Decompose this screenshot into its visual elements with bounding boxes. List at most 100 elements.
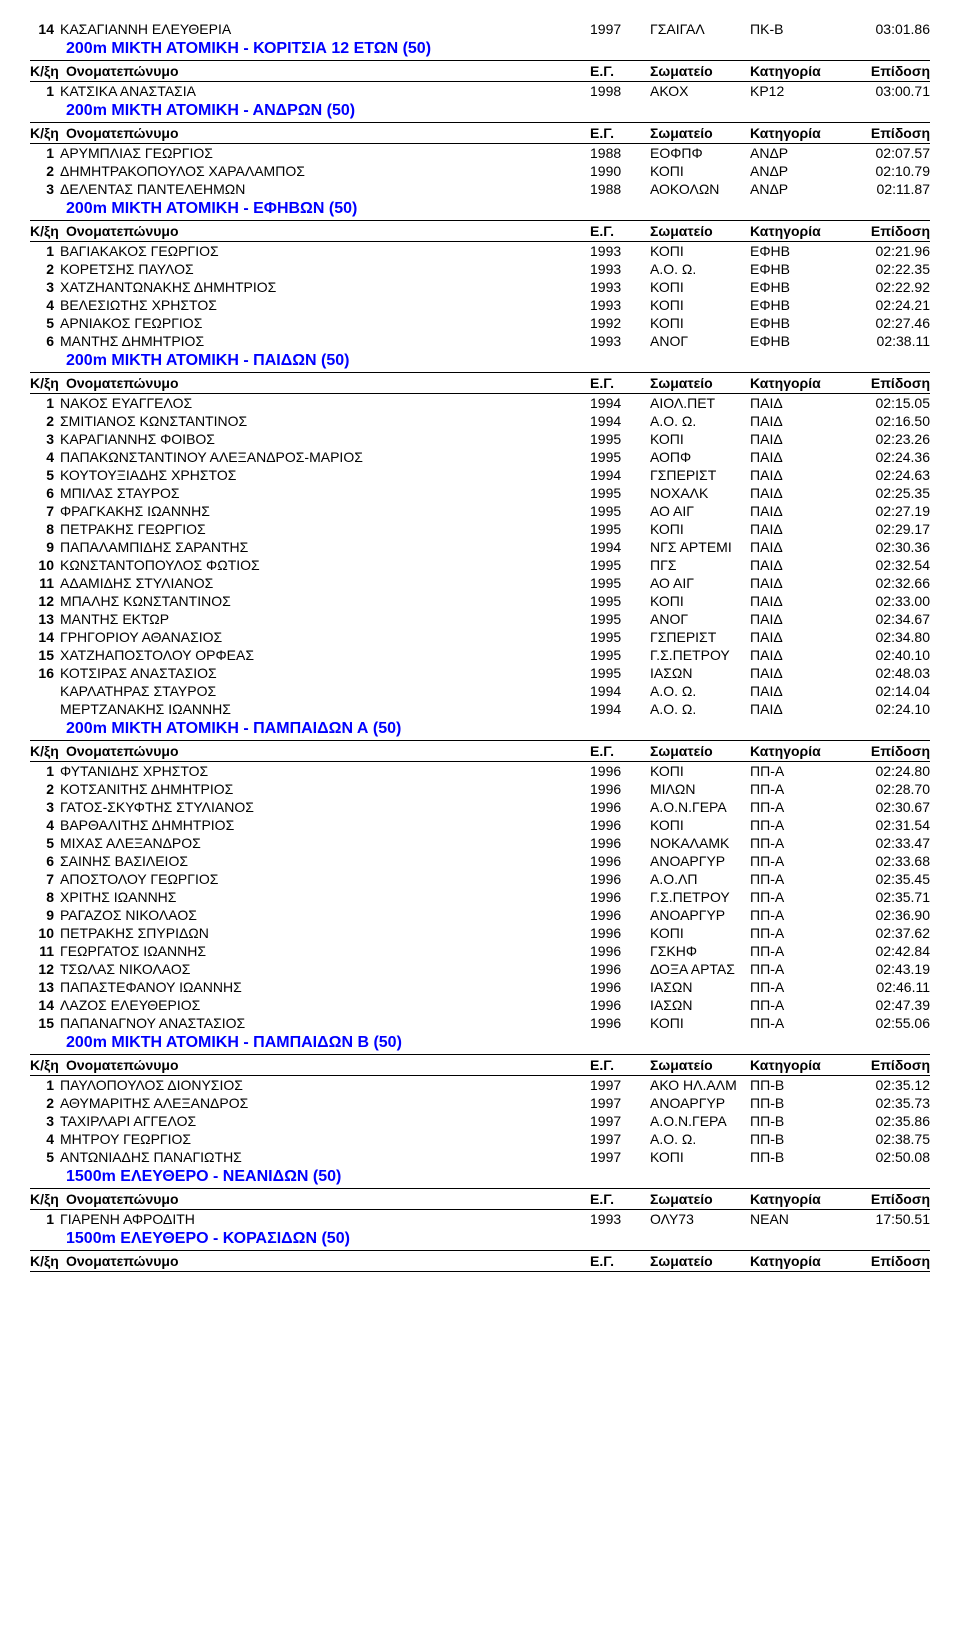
club-cell: ΝΟΚΑΛΑΜΚ (650, 835, 750, 851)
club-cell: ΚΟΠΙ (650, 817, 750, 833)
year-cell: 1994 (590, 467, 650, 483)
rank-cell: 4 (30, 297, 60, 313)
perf-cell: 02:23.26 (840, 431, 930, 447)
club-cell: ΑΝΟΓ (650, 333, 750, 349)
year-cell: 1993 (590, 261, 650, 277)
rank-cell: 10 (30, 925, 60, 941)
name-cell: ΣΜΙΤΙΑΝΟΣ ΚΩΝΣΤΑΝΤΙΝΟΣ (60, 413, 590, 429)
result-row: 5ΚΟΥΤΟΥΞΙΑΔΗΣ ΧΡΗΣΤΟΣ1994ΓΣΠΕΡΙΣΤΠΑΙΔ02:… (30, 466, 930, 484)
result-row: 3ΔΕΛΕΝΤΑΣ ΠΑΝΤΕΛΕΗΜΩΝ1988ΑΟΚΟΛΩΝΑΝΔΡ02:1… (30, 180, 930, 198)
cat-cell: ΠΠ-Β (750, 1149, 840, 1165)
perf-cell: 02:35.45 (840, 871, 930, 887)
club-cell: ΚΟΠΙ (650, 521, 750, 537)
club-cell: ΑΚΟΧ (650, 83, 750, 99)
club-cell: ΟΛΥ73 (650, 1211, 750, 1227)
cat-header: Κατηγορία (750, 223, 840, 239)
cat-cell: ΠΑΙΔ (750, 395, 840, 411)
year-cell: 1993 (590, 1211, 650, 1227)
club-cell: ΠΓΣ (650, 557, 750, 573)
rank-cell: 12 (30, 593, 60, 609)
name-cell: ΧΑΤΖΗΑΠΟΣΤΟΛΟΥ ΟΡΦΕΑΣ (60, 647, 590, 663)
name-cell: ΠΑΠΑΚΩΝΣΤΑΝΤΙΝΟΥ ΑΛΕΞΑΝΔΡΟΣ-ΜΑΡΙΟΣ (60, 449, 590, 465)
result-row: 15ΠΑΠΑΝΑΓΝΟΥ ΑΝΑΣΤΑΣΙΟΣ1996ΚΟΠΙΠΠ-Α02:55… (30, 1014, 930, 1032)
club-cell: ΑΟ ΑΙΓ (650, 503, 750, 519)
club-cell: Α.Ο.Ν.ΓΕΡΑ (650, 1113, 750, 1129)
year-cell: 1995 (590, 665, 650, 681)
perf-cell: 02:31.54 (840, 817, 930, 833)
result-row: 10ΠΕΤΡΑΚΗΣ ΣΠΥΡΙΔΩΝ1996ΚΟΠΙΠΠ-Α02:37.62 (30, 924, 930, 942)
result-row: ΜΕΡΤΖΑΝΑΚΗΣ ΙΩΑΝΝΗΣ1994Α.Ο. Ω.ΠΑΙΔ02:24.… (30, 700, 930, 718)
result-row: 3ΤΑΧΙΡΛΑΡΙ ΑΓΓΕΛΟΣ1997Α.Ο.Ν.ΓΕΡΑΠΠ-Β02:3… (30, 1112, 930, 1130)
result-row: 4ΒΑΡΘΑΛΙΤΗΣ ΔΗΜΗΤΡΙΟΣ1996ΚΟΠΙΠΠ-Α02:31.5… (30, 816, 930, 834)
perf-cell: 02:27.46 (840, 315, 930, 331)
club-cell: ΙΑΣΩΝ (650, 997, 750, 1013)
rank-cell: 1 (30, 763, 60, 779)
cat-cell: ΕΦΗΒ (750, 315, 840, 331)
result-row: 14ΛΑΖΟΣ ΕΛΕΥΘΕΡΙΟΣ1996ΙΑΣΩΝΠΠ-Α02:47.39 (30, 996, 930, 1014)
club-header: Σωματείο (650, 223, 750, 239)
club-cell: ΑΙΟΛ.ΠΕΤ (650, 395, 750, 411)
name-cell: ΚΑΡΑΓΙΑΝΝΗΣ ΦΟΙΒΟΣ (60, 431, 590, 447)
name-cell: ΠΕΤΡΑΚΗΣ ΣΠΥΡΙΔΩΝ (60, 925, 590, 941)
year-cell: 1997 (590, 1113, 650, 1129)
club-cell: ΚΟΠΙ (650, 925, 750, 941)
perf-cell: 02:48.03 (840, 665, 930, 681)
rank-header: Κ/ξη (30, 1253, 66, 1269)
perf-cell: 02:47.39 (840, 997, 930, 1013)
year-cell: 1995 (590, 611, 650, 627)
rank-cell: 6 (30, 333, 60, 349)
perf-cell: 02:36.90 (840, 907, 930, 923)
year-header: Ε.Γ. (590, 63, 650, 79)
result-row: 2ΑΘΥΜΑΡΙΤΗΣ ΑΛΕΞΑΝΔΡΟΣ1997ΑΝΟΑΡΓΥΡΠΠ-Β02… (30, 1094, 930, 1112)
name-cell: ΓΙΑΡΕΝΗ ΑΦΡΟΔΙΤΗ (60, 1211, 590, 1227)
year-cell: 1995 (590, 485, 650, 501)
year-cell: 1997 (590, 1149, 650, 1165)
cat-cell: ΕΦΗΒ (750, 243, 840, 259)
name-header: Ονοματεπώνυμο (66, 743, 590, 759)
result-row: 2ΣΜΙΤΙΑΝΟΣ ΚΩΝΣΤΑΝΤΙΝΟΣ1994Α.Ο. Ω.ΠΑΙΔ02… (30, 412, 930, 430)
year-cell: 1996 (590, 997, 650, 1013)
cat-cell: ΕΦΗΒ (750, 261, 840, 277)
year-header: Ε.Γ. (590, 1057, 650, 1073)
cat-cell: ΠΠ-Β (750, 1131, 840, 1147)
club-cell: Α.Ο.Ν.ΓΕΡΑ (650, 799, 750, 815)
name-header: Ονοματεπώνυμο (66, 1253, 590, 1269)
perf-cell: 02:33.47 (840, 835, 930, 851)
section-title: 200m ΜΙΚΤΗ ΑΤΟΜΙΚΗ - ΚΟΡΙΤΣΙΑ 12 ΕΤΩΝ (5… (30, 38, 930, 60)
cat-cell: ΠΑΙΔ (750, 557, 840, 573)
rank-cell: 3 (30, 431, 60, 447)
cat-cell: ΑΝΔΡ (750, 145, 840, 161)
year-cell: 1996 (590, 943, 650, 959)
perf-cell: 02:21.96 (840, 243, 930, 259)
rank-cell: 6 (30, 853, 60, 869)
perf-cell: 02:30.67 (840, 799, 930, 815)
club-header: Σωματείο (650, 1253, 750, 1269)
club-header: Σωματείο (650, 743, 750, 759)
year-cell: 1998 (590, 83, 650, 99)
result-row: 1ΒΑΓΙΑΚΑΚΟΣ ΓΕΩΡΓΙΟΣ1993ΚΟΠΙΕΦΗΒ02:21.96 (30, 242, 930, 260)
results-header: Κ/ξηΟνοματεπώνυμοΕ.Γ.ΣωματείοΚατηγορίαΕπ… (30, 372, 930, 394)
name-cell: ΒΑΡΘΑΛΙΤΗΣ ΔΗΜΗΤΡΙΟΣ (60, 817, 590, 833)
name-cell: ΜΠΑΛΗΣ ΚΩΝΣΤΑΝΤΙΝΟΣ (60, 593, 590, 609)
cat-cell: ΠΠ-Α (750, 853, 840, 869)
name-cell: ΓΑΤΟΣ-ΣΚΥΦΤΗΣ ΣΤΥΛΙΑΝΟΣ (60, 799, 590, 815)
year-cell: 1996 (590, 889, 650, 905)
club-cell: ΜΙΛΩΝ (650, 781, 750, 797)
perf-header: Επίδοση (840, 125, 930, 141)
club-cell: ΑΟΠΦ (650, 449, 750, 465)
year-cell: 1996 (590, 1015, 650, 1031)
perf-cell: 02:07.57 (840, 145, 930, 161)
perf-cell: 02:29.17 (840, 521, 930, 537)
result-row: ΚΑΡΛΑΤΗΡΑΣ ΣΤΑΥΡΟΣ1994Α.Ο. Ω.ΠΑΙΔ02:14.0… (30, 682, 930, 700)
results-header: Κ/ξηΟνοματεπώνυμοΕ.Γ.ΣωματείοΚατηγορίαΕπ… (30, 740, 930, 762)
result-row: 5ΑΡΝΙΑΚΟΣ ΓΕΩΡΓΙΟΣ1992ΚΟΠΙΕΦΗΒ02:27.46 (30, 314, 930, 332)
rank-cell: 13 (30, 979, 60, 995)
club-cell: ΚΟΠΙ (650, 593, 750, 609)
result-row: 2ΔΗΜΗΤΡΑΚΟΠΟΥΛΟΣ ΧΑΡΑΛΑΜΠΟΣ1990ΚΟΠΙΑΝΔΡ0… (30, 162, 930, 180)
cat-cell: ΠΑΙΔ (750, 521, 840, 537)
name-cell: ΛΑΖΟΣ ΕΛΕΥΘΕΡΙΟΣ (60, 997, 590, 1013)
perf-cell: 03:00.71 (840, 83, 930, 99)
year-cell: 1997 (590, 1077, 650, 1093)
perf-cell: 02:24.36 (840, 449, 930, 465)
club-cell: ΕΟΦΠΦ (650, 145, 750, 161)
